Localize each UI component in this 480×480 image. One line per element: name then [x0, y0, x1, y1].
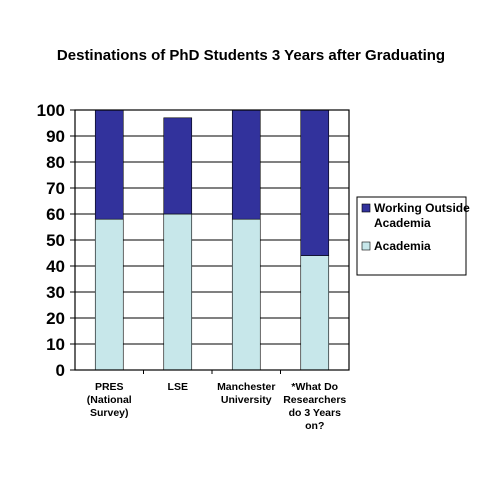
x-tick-label: Manchester University	[217, 381, 275, 406]
bar-segment-academia	[163, 213, 193, 371]
x-tick-label: *What Do Researchers do 3 Years on?	[283, 381, 346, 432]
legend-swatch	[361, 241, 371, 251]
bar-segment-outside-academia	[94, 109, 124, 220]
y-tick-label: 70	[46, 179, 65, 198]
y-tick-label: 80	[46, 153, 65, 172]
y-axis-tick-labels: 0 10 20 30 40 50 60 70 80 90 100	[37, 101, 65, 380]
x-tick-label: PRES (National Survey)	[87, 381, 132, 419]
x-tick-label: LSE	[168, 381, 188, 393]
bar-segment-outside-academia	[300, 109, 330, 256]
y-tick-label: 40	[46, 257, 65, 276]
legend-label: Working Outside Academia	[374, 201, 470, 230]
bar-segment-academia	[231, 218, 261, 371]
legend: Working Outside Academia Academia	[356, 196, 470, 276]
x-axis-tick-labels: PRES (National Survey) LSE Manchester Univers…	[87, 381, 347, 432]
y-tick-label: 90	[46, 127, 65, 146]
y-tick-label: 10	[46, 335, 65, 354]
bar-segment-academia	[94, 218, 124, 371]
y-tick-label: 100	[37, 101, 65, 120]
y-tick-label: 30	[46, 283, 65, 302]
bar-segment-outside-academia	[231, 109, 261, 220]
bar-segment-outside-academia	[163, 117, 193, 215]
y-tick-label: 0	[56, 361, 65, 380]
y-tick-label: 50	[46, 231, 65, 250]
y-tick-label: 20	[46, 309, 65, 328]
chart-title: Destinations of PhD Students 3 Years aft…	[57, 47, 445, 64]
y-tick-label: 60	[46, 205, 65, 224]
axes	[70, 109, 350, 374]
legend-label: Academia	[374, 239, 431, 253]
legend-swatch	[361, 203, 371, 213]
legend-box	[356, 196, 467, 276]
plot-area-border	[74, 109, 350, 371]
bar-segment-academia	[300, 255, 330, 371]
